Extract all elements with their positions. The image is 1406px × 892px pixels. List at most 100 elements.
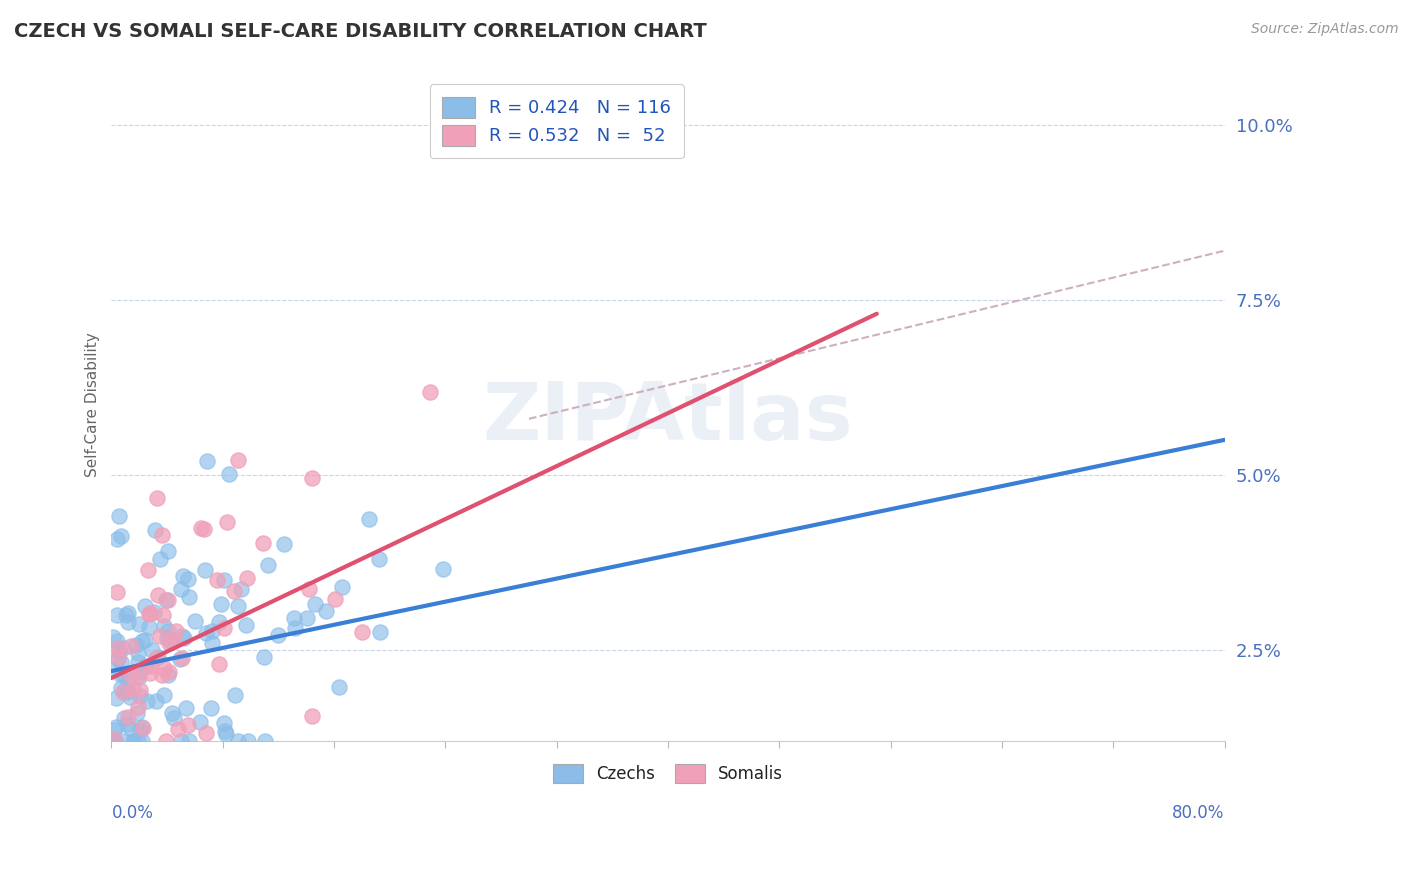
Point (127, 646, 149, 660)
Point (104, 734, 127, 748)
Text: ZIPAtlas: ZIPAtlas (482, 379, 853, 458)
Point (134, 632, 156, 647)
Point (110, 655, 132, 669)
Point (218, 467, 240, 481)
Point (165, 624, 187, 638)
Point (188, 715, 211, 730)
Point (125, 706, 148, 721)
Point (226, 453, 249, 467)
Point (229, 582, 252, 596)
Point (177, 734, 200, 748)
Point (156, 632, 179, 646)
Point (122, 734, 145, 748)
Point (155, 734, 177, 748)
Point (127, 655, 149, 669)
Point (236, 571, 259, 585)
Point (194, 563, 217, 577)
Point (141, 643, 163, 657)
Y-axis label: Self-Care Disability: Self-Care Disability (86, 333, 100, 477)
Point (136, 694, 159, 708)
Point (226, 599, 249, 613)
Point (118, 690, 141, 704)
Point (105, 607, 128, 622)
Point (103, 732, 125, 747)
Point (127, 699, 149, 714)
Point (112, 685, 135, 699)
Point (129, 723, 152, 737)
Point (157, 665, 180, 680)
Point (150, 528, 173, 542)
Point (107, 652, 129, 666)
Point (103, 723, 125, 737)
Point (212, 621, 235, 635)
Point (177, 590, 200, 604)
Point (224, 689, 246, 703)
Point (222, 583, 245, 598)
Point (157, 668, 180, 682)
Point (195, 453, 218, 467)
Point (267, 628, 290, 642)
Point (254, 734, 277, 748)
Point (166, 722, 188, 736)
Point (127, 734, 149, 748)
Point (173, 631, 195, 645)
Point (124, 638, 146, 652)
Point (146, 650, 169, 665)
Point (115, 685, 138, 699)
Point (107, 641, 129, 656)
Point (110, 681, 132, 695)
Point (304, 597, 326, 611)
Point (136, 563, 159, 577)
Point (150, 668, 173, 682)
Point (115, 683, 138, 698)
Point (359, 512, 381, 526)
Point (131, 734, 153, 748)
Point (117, 710, 139, 724)
Point (174, 701, 197, 715)
Text: CZECH VS SOMALI SELF-CARE DISABILITY CORRELATION CHART: CZECH VS SOMALI SELF-CARE DISABILITY COR… (14, 22, 707, 41)
Point (193, 522, 215, 536)
Point (152, 689, 174, 703)
Point (169, 652, 191, 666)
Point (200, 700, 222, 714)
Point (101, 664, 124, 678)
Point (107, 644, 129, 658)
Point (145, 650, 167, 665)
Point (217, 515, 239, 529)
Point (315, 603, 337, 617)
Point (105, 532, 128, 546)
Point (153, 661, 176, 675)
Point (127, 668, 149, 682)
Point (103, 734, 125, 748)
Point (323, 591, 346, 606)
Point (236, 734, 259, 748)
Point (170, 629, 193, 643)
Point (368, 624, 391, 639)
Point (284, 621, 307, 635)
Point (135, 658, 157, 673)
Point (201, 636, 224, 650)
Point (120, 722, 142, 736)
Point (155, 592, 177, 607)
Point (172, 651, 194, 665)
Point (115, 717, 138, 731)
Point (330, 580, 353, 594)
Point (105, 633, 128, 648)
Point (177, 718, 200, 732)
Point (128, 669, 150, 683)
Point (162, 634, 184, 648)
Point (124, 733, 146, 747)
Point (114, 608, 136, 623)
Point (152, 619, 174, 633)
Point (128, 617, 150, 632)
Point (101, 732, 124, 747)
Point (295, 610, 318, 624)
Point (170, 734, 193, 748)
Point (117, 673, 139, 688)
Point (328, 681, 350, 695)
Point (114, 734, 136, 748)
Point (110, 529, 132, 543)
Point (350, 625, 373, 640)
Point (170, 582, 193, 596)
Point (108, 667, 131, 681)
